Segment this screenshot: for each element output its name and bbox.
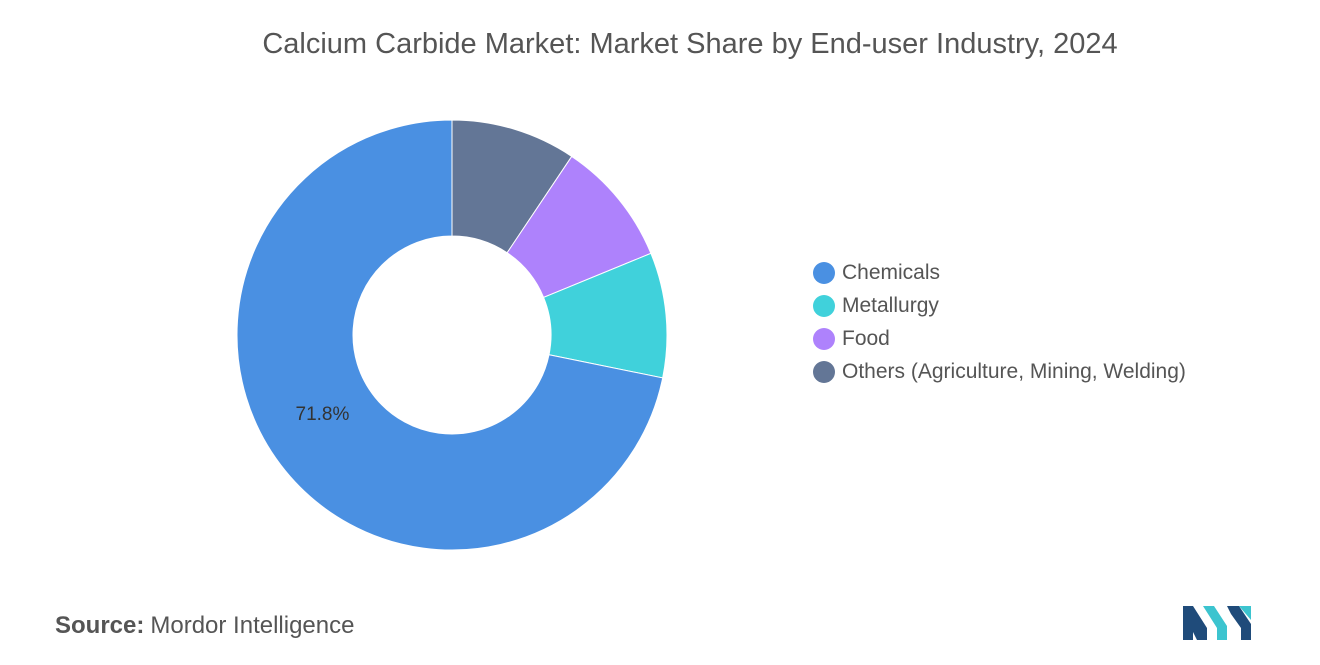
legend-label-chemicals: Chemicals: [842, 260, 941, 284]
chart-title: Calcium Carbide Market: Market Share by …: [262, 28, 1118, 60]
legend-swatch-others: [813, 360, 835, 383]
source-text: Mordor Intelligence: [150, 612, 355, 639]
logo-shape-middle: [1203, 606, 1227, 640]
slice-chemicals[interactable]: [236, 119, 664, 551]
legend-swatch-metallurgy: [813, 294, 835, 317]
legend-swatch-food: [813, 327, 835, 350]
legend-label-food: Food: [842, 326, 890, 350]
legend-swatch-chemicals: [813, 261, 835, 284]
legend-item-others[interactable]: Others (Agriculture, Mining, Welding): [813, 355, 1186, 388]
legend-item-chemicals[interactable]: Chemicals: [813, 256, 1186, 289]
data-label-chemicals: 71.8%: [296, 404, 350, 425]
legend-item-food[interactable]: Food: [813, 322, 1186, 355]
legend-label-others: Others (Agriculture, Mining, Welding): [842, 359, 1186, 383]
mordor-intelligence-logo-icon: [1183, 606, 1251, 640]
logo-shape-left: [1183, 606, 1207, 640]
logo-shape-right: [1227, 606, 1251, 640]
source-label: Source:: [55, 612, 145, 639]
source-note: Source: Mordor Intelligence: [55, 612, 354, 640]
legend-item-metallurgy[interactable]: Metallurgy: [813, 289, 1186, 322]
chart-legend: Chemicals Metallurgy Food Others (Agricu…: [813, 256, 1186, 388]
legend-label-metallurgy: Metallurgy: [842, 293, 939, 317]
logo-shape-accent: [1239, 606, 1251, 620]
